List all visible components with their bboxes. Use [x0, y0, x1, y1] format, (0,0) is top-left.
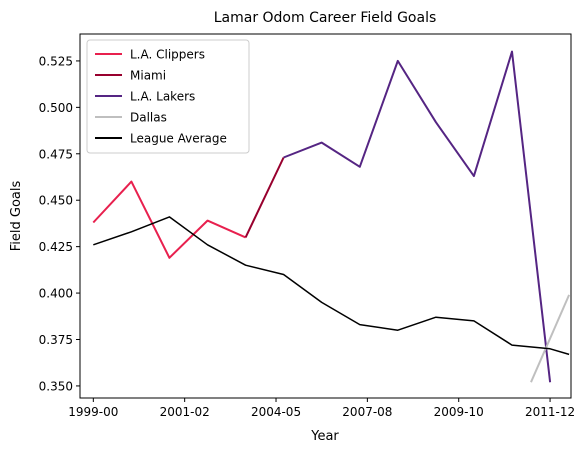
legend-label-l-a-clippers: L.A. Clippers: [130, 48, 205, 62]
x-tick-label: 2001-02: [160, 405, 210, 419]
legend-label-miami: Miami: [130, 69, 166, 83]
y-tick-label: 0.425: [39, 240, 73, 254]
y-tick-label: 0.525: [39, 54, 73, 68]
series-line-l-a-lakers: [284, 52, 550, 383]
series-line-l-a-clippers: [93, 182, 245, 258]
y-tick-label: 0.375: [39, 333, 73, 347]
x-tick-label: 2007-08: [342, 405, 392, 419]
series-line-dallas: [531, 295, 569, 382]
y-tick-label: 0.475: [39, 147, 73, 161]
legend-label-league-average: League Average: [130, 132, 227, 146]
y-tick-label: 0.350: [39, 379, 73, 393]
y-tick-label: 0.500: [39, 101, 73, 115]
y-axis-label: Field Goals: [9, 181, 24, 252]
series-line-miami: [246, 158, 284, 238]
chart-title: Lamar Odom Career Field Goals: [214, 10, 437, 26]
legend-label-l-a-lakers: L.A. Lakers: [130, 90, 195, 104]
x-axis-label: Year: [310, 429, 339, 444]
x-tick-label: 2011-12: [525, 405, 575, 419]
legend-label-dallas: Dallas: [130, 111, 167, 125]
series-line-league-average: [93, 217, 569, 355]
x-axis: 1999-00 2001-02 2004-05 2007-08 2009-10 2011-…: [68, 398, 575, 419]
x-tick-label: 1999-00: [68, 405, 118, 419]
legend: L.A. Clippers Miami L.A. Lakers Dallas Leagu…: [87, 40, 249, 153]
y-tick-label: 0.400: [39, 287, 73, 301]
y-axis: 0.350 0.375 0.400 0.425 0.450 0.475 0.500 0.525: [39, 54, 80, 393]
x-tick-label: 2009-10: [434, 405, 484, 419]
y-tick-label: 0.450: [39, 194, 73, 208]
x-tick-label: 2004-05: [251, 405, 301, 419]
